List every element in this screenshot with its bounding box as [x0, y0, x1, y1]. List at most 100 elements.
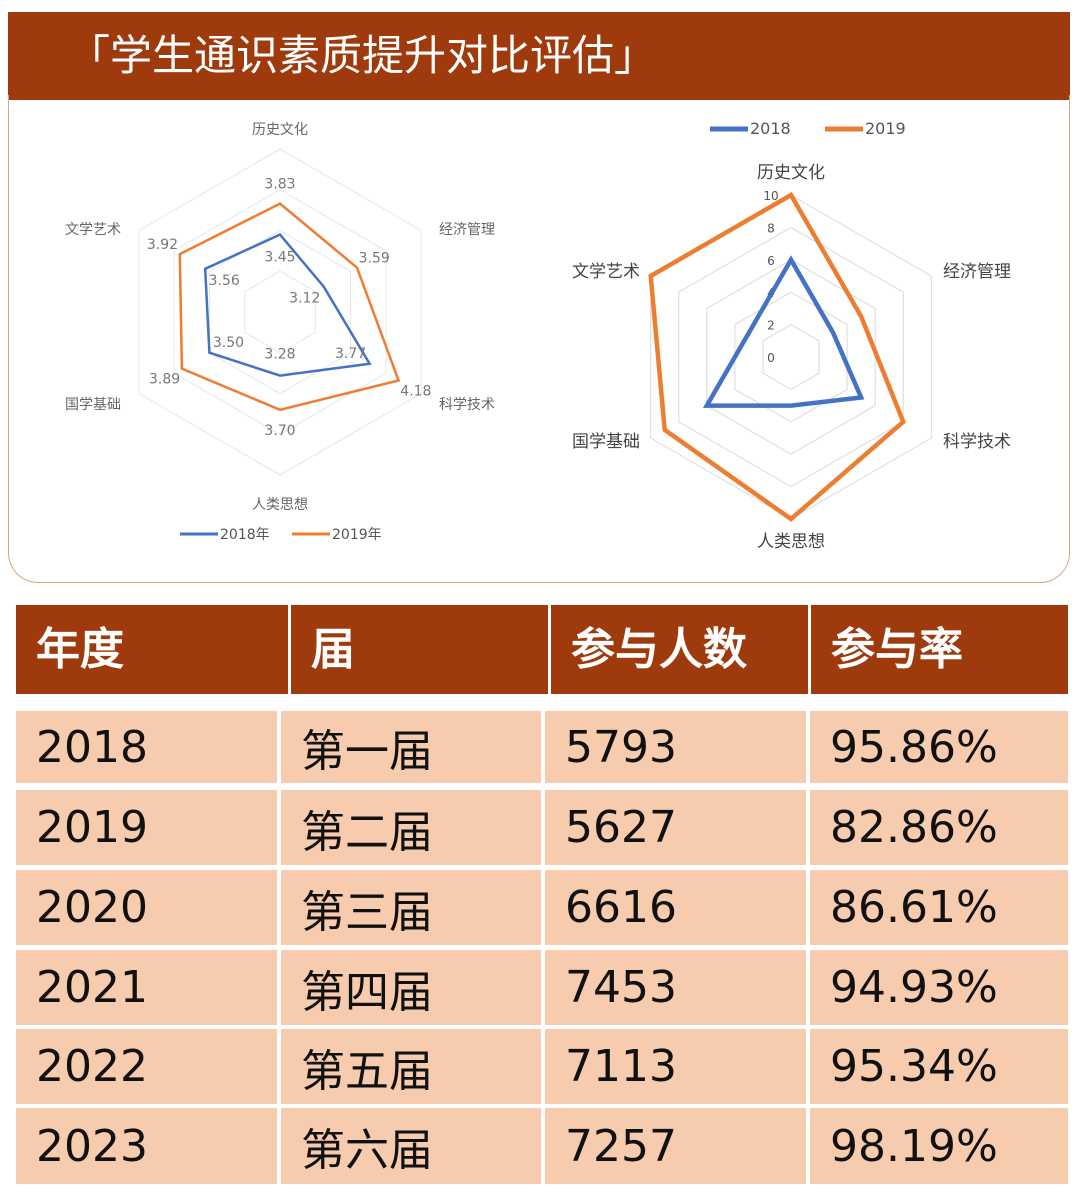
data-point — [279, 408, 281, 411]
series-line-2018 — [702, 255, 865, 408]
data-point — [663, 428, 666, 431]
data-label: 3.70 — [264, 423, 295, 439]
header-rate: 参与率 — [811, 605, 1068, 694]
header-year: 年度 — [16, 605, 288, 694]
axis-label: 科学技术 — [943, 432, 1011, 452]
data-point — [208, 351, 211, 354]
data-label: 3.77 — [335, 346, 366, 362]
table-row: 2019 第二届 5627 82.86% — [16, 790, 1068, 865]
header-session: 届 — [291, 605, 548, 694]
series-line-2019 — [648, 191, 906, 522]
axis-label: 国学基础 — [572, 432, 640, 452]
table-row: 2018 第一届 5793 95.86% — [16, 711, 1068, 783]
data-label: 3.83 — [264, 177, 295, 193]
cell-session: 第三届 — [281, 870, 541, 945]
cell-participants: 6616 — [545, 870, 806, 945]
axis-label: 国学基础 — [65, 396, 121, 413]
data-point — [832, 331, 835, 334]
tick-label: 8 — [767, 221, 775, 235]
cell-year: 2023 — [16, 1108, 277, 1184]
axis-label: 经济管理 — [439, 222, 495, 238]
cell-session: 第四届 — [281, 950, 541, 1025]
data-point — [860, 315, 863, 318]
tick-label: 2 — [767, 319, 775, 333]
data-label: 4.18 — [400, 383, 431, 399]
cell-session: 第五届 — [281, 1029, 541, 1104]
cell-participants: 5793 — [545, 711, 806, 783]
grid-ring — [650, 194, 932, 520]
grid-ring — [734, 291, 848, 423]
data-point — [355, 266, 358, 269]
data-point — [397, 379, 400, 382]
cell-session: 第一届 — [281, 711, 541, 783]
data-label: 3.56 — [209, 273, 240, 289]
data-point — [649, 275, 652, 277]
data-label: 3.89 — [149, 372, 180, 388]
data-point — [790, 518, 792, 520]
grid-ring — [762, 324, 820, 390]
cell-rate: 95.86% — [810, 711, 1068, 783]
data-point — [902, 420, 905, 423]
header-participants: 参与人数 — [551, 605, 808, 694]
data-point — [279, 233, 281, 236]
cell-participants: 7453 — [545, 950, 806, 1025]
cell-rate: 95.34% — [810, 1029, 1068, 1104]
axis-label: 人类思想 — [252, 497, 308, 513]
data-point — [790, 194, 792, 196]
tick-label: 10 — [763, 189, 778, 203]
data-point — [180, 367, 183, 370]
page-title: 「学生通识素质提升对比评估」 — [8, 12, 1070, 100]
data-point — [790, 404, 792, 407]
cell-year: 2018 — [16, 711, 277, 783]
data-label: 3.50 — [213, 335, 244, 351]
tick-label: 0 — [767, 351, 775, 365]
axis-label: 历史文化 — [757, 163, 825, 183]
legend-label: 2018 — [750, 119, 791, 138]
cell-rate: 98.19% — [810, 1108, 1068, 1184]
cell-session: 第六届 — [281, 1108, 541, 1184]
cell-rate: 82.86% — [810, 790, 1068, 865]
data-label: 3.59 — [359, 251, 390, 267]
axis-label: 科学技术 — [439, 397, 495, 413]
grid-ring — [244, 270, 316, 354]
data-point — [790, 258, 792, 261]
cell-session: 第二届 — [281, 790, 541, 865]
data-point — [204, 267, 207, 270]
cell-year: 2022 — [16, 1029, 277, 1104]
data-point — [860, 396, 863, 399]
cell-participants: 7257 — [545, 1108, 806, 1184]
cell-year: 2019 — [16, 790, 277, 865]
grid-ring — [678, 226, 904, 488]
grid-ring — [706, 259, 876, 455]
data-point — [279, 202, 281, 205]
tick-label: 6 — [767, 254, 775, 268]
data-point — [322, 285, 325, 288]
table-row: 2020 第三届 6616 86.61% — [16, 870, 1068, 945]
grid-ring — [208, 229, 352, 395]
axis-label: 文学艺术 — [65, 222, 121, 238]
axis-label: 文学艺术 — [572, 262, 640, 282]
cell-participants: 5627 — [545, 790, 806, 865]
data-point — [279, 374, 281, 377]
cell-rate: 86.61% — [810, 870, 1068, 945]
data-point — [705, 404, 708, 407]
data-point — [368, 362, 371, 365]
data-point — [178, 253, 181, 256]
chart-card — [8, 95, 1070, 583]
legend-label: 2019年 — [332, 527, 382, 543]
cell-participants: 7113 — [545, 1029, 806, 1104]
axis-label: 经济管理 — [943, 262, 1011, 282]
table-row: 2023 第六届 7257 98.19% — [16, 1108, 1068, 1184]
legend-label: 2018年 — [220, 527, 270, 543]
axis-label: 人类思想 — [757, 532, 825, 552]
legend-label: 2019 — [865, 119, 906, 138]
table-row: 2022 第五届 7113 95.34% — [16, 1029, 1068, 1104]
data-label: 3.45 — [264, 250, 295, 266]
cell-year: 2020 — [16, 870, 277, 945]
grid-ring — [138, 148, 422, 476]
data-label: 3.12 — [289, 291, 320, 307]
data-point — [747, 331, 750, 334]
cell-year: 2021 — [16, 950, 277, 1025]
axis-label: 历史文化 — [252, 122, 308, 138]
